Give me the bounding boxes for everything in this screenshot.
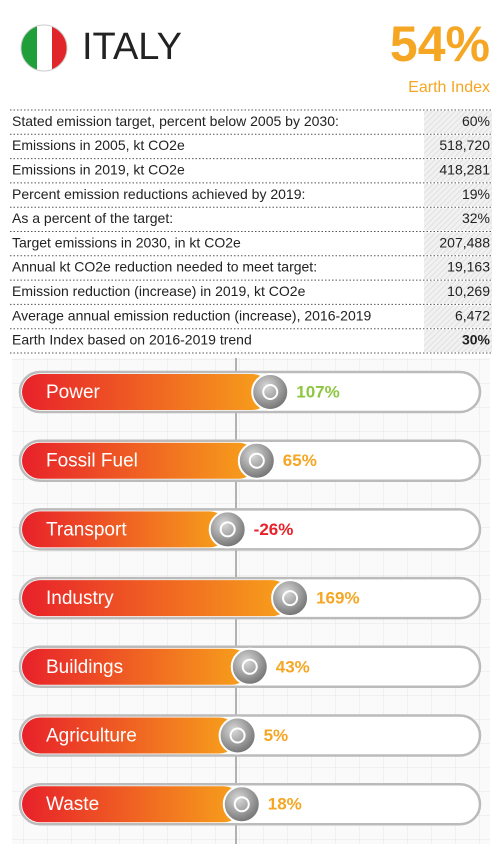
- country-title: ITALY: [82, 26, 182, 68]
- row-label: Stated emission target, percent below 20…: [12, 113, 339, 129]
- sector-value: 65%: [283, 451, 317, 470]
- sector-icon: [218, 716, 257, 755]
- sector-label: Fossil Fuel: [46, 451, 138, 472]
- value-cell: [424, 159, 492, 182]
- sector-label: Waste: [46, 794, 99, 815]
- sectors: Power 107% Fossil Fuel 65% Transport -26% Indu…: [18, 370, 482, 826]
- row-label: Emissions in 2005, kt CO2e: [12, 137, 185, 153]
- row-value: 19%: [462, 186, 490, 202]
- value-cell: [424, 183, 492, 207]
- sector-icon-glyph: [233, 796, 250, 813]
- sector-icon-glyph: [219, 521, 236, 538]
- row-label: Average annual emission reduction (incre…: [12, 307, 372, 323]
- row-value: 19,163: [447, 259, 490, 275]
- value-cell: [424, 232, 492, 255]
- sector-label: Industry: [46, 588, 114, 609]
- flag-border: [20, 24, 68, 72]
- sector-icon: [230, 647, 269, 686]
- sector-value: 107%: [296, 382, 339, 401]
- bar: [22, 648, 250, 685]
- sector-label: Power: [46, 382, 101, 403]
- sector-label: Transport: [46, 519, 127, 540]
- value-cell: [424, 305, 492, 328]
- value-cell: [424, 329, 492, 352]
- row-label: Annual kt CO2e reduction needed to meet …: [12, 259, 317, 275]
- row-value: 6,472: [455, 307, 490, 323]
- row-value: 10,269: [447, 283, 490, 299]
- bar: [22, 374, 271, 410]
- bar: [22, 580, 291, 617]
- value-cell: [424, 111, 492, 134]
- row-label: As a percent of the target:: [12, 210, 173, 226]
- row-value: 207,488: [439, 234, 490, 250]
- bar: [22, 786, 242, 823]
- sector-icon-glyph: [229, 727, 246, 744]
- row-label: Target emissions in 2030, in kt CO2e: [12, 234, 241, 250]
- sector-label: Agriculture: [46, 726, 137, 747]
- sector-icon-glyph: [248, 452, 265, 469]
- bar: [22, 442, 257, 479]
- sector-value: 169%: [316, 589, 359, 608]
- row-label: Earth Index based on 2016-2019 trend: [12, 332, 252, 348]
- sector-icon: [237, 441, 276, 480]
- row-value: 32%: [462, 210, 490, 226]
- table: Stated emission target, percent below 20…: [10, 109, 492, 354]
- earth-index-label: Earth Index: [408, 79, 490, 96]
- flag: [21, 25, 67, 71]
- value-cell: [424, 135, 492, 158]
- sector-icon-glyph: [282, 590, 299, 607]
- sector-value: 18%: [268, 795, 302, 814]
- sector-value: 5%: [264, 726, 289, 745]
- earth-index: 54%: [390, 16, 490, 72]
- bar: [22, 511, 228, 548]
- value-cell: [424, 208, 492, 231]
- row-value: 518,720: [439, 137, 490, 153]
- row-label: Emissions in 2019, kt CO2e: [12, 161, 185, 177]
- sector-icon: [251, 373, 290, 411]
- sector-icon: [222, 785, 261, 824]
- sector-label: Buildings: [46, 657, 123, 678]
- value-cell: [424, 281, 492, 304]
- row-label: Emission reduction (increase) in 2019, k…: [12, 283, 306, 299]
- sector-value: -26%: [254, 520, 294, 539]
- sector-icon: [271, 579, 310, 618]
- bar: [22, 717, 238, 754]
- row-value: 418,281: [439, 161, 490, 177]
- sector-icon-glyph: [241, 658, 258, 675]
- sector-value: 43%: [276, 657, 310, 676]
- row-label: Percent emission reductions achieved by …: [12, 186, 305, 202]
- value-cell: [424, 256, 492, 280]
- sector-icon-glyph: [262, 384, 279, 400]
- row-value: 60%: [462, 113, 490, 129]
- row-value: 30%: [462, 332, 491, 348]
- sector-icon: [208, 510, 247, 549]
